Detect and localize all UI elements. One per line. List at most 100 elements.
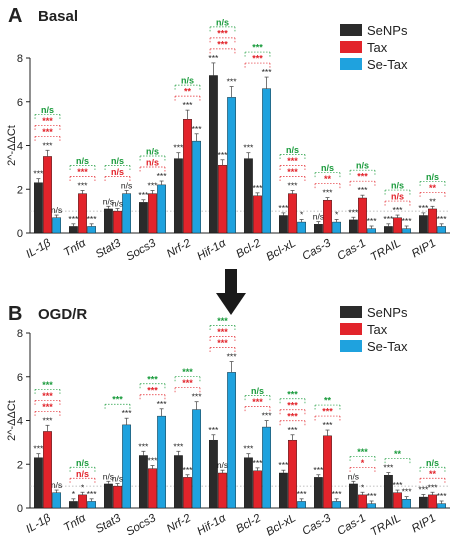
legend-swatch-2 [340,340,362,352]
bar [148,193,157,234]
y-tick-label: 4 [17,141,23,153]
comparison-significance: *** [112,395,123,405]
bar [78,193,87,234]
comparison-significance: *** [42,127,53,137]
bar [173,158,183,234]
comparison-significance: *** [252,54,263,64]
bar [428,208,437,234]
bar [227,372,236,509]
bar-significance: *** [437,214,448,224]
bar-significance: ** [429,196,436,206]
bar [138,455,148,509]
x-tick-label: Hif-1α [195,237,228,263]
bar-significance: *** [418,484,429,494]
comparison-significance: *** [287,389,298,399]
bar-significance: *** [313,465,324,475]
bar-significance: *** [332,489,343,499]
y-axis-label: 2^-ΔΔCt [6,400,18,441]
comparison-significance: ** [429,183,437,193]
bar [288,439,297,509]
bar-significance: *** [157,399,168,409]
bar [384,226,393,234]
bar-significance: *** [157,171,168,181]
bar [314,224,323,234]
bar-significance: *** [192,392,203,402]
comparison-significance: *** [42,116,53,126]
comparison-significance: *** [287,411,298,421]
bar-significance: *** [43,415,54,425]
bar [122,424,132,509]
bar-significance: *** [348,207,359,217]
bar [297,501,306,509]
bar [437,226,446,234]
bar-significance: n/s [217,460,228,470]
y-tick-label: 8 [17,53,23,65]
bar-significance: *** [243,143,254,153]
comparison-significance: n/s [76,156,89,166]
comparison-significance: *** [252,397,263,407]
x-tick-label: Cas-3 [300,512,333,538]
x-tick-label: Stat3 [94,512,124,536]
bar-significance: n/s [121,180,132,190]
comparison-significance: *** [217,327,228,337]
comparison-significance: *** [42,380,53,390]
bar-significance: *** [323,188,334,198]
comparison-significance: *** [217,28,228,38]
x-tick-label: IL-1β [24,237,53,261]
panel-b-chart: 024682^-ΔΔCtSeNPsTaxSe-Tax******n/s*****… [6,305,450,539]
bar-significance: n/s [103,471,114,481]
bar [358,197,367,234]
bar [192,140,201,234]
bar-significance: *** [43,140,54,150]
bar-significance: *** [253,183,264,193]
comparison-significance: n/s [181,76,194,86]
y-tick-label: 0 [17,228,23,240]
bar-significance: *** [183,100,194,110]
bar-significance: *** [383,214,394,224]
comparison-significance: ** [184,87,192,97]
bar [243,158,253,234]
bar [437,503,446,509]
panel-b-label: B [8,303,22,325]
comparison-significance: n/s [216,17,229,27]
bar [288,193,297,234]
bar [262,426,271,509]
x-tick-label: Bcl-2 [234,512,263,536]
y-tick-label: 4 [17,416,23,428]
x-tick-label: Bcl-2 [234,237,263,261]
bar-significance: n/s [348,471,359,481]
comparison-significance: n/s [391,181,404,191]
comparison-significance: n/s [251,386,264,396]
comparison-significance: *** [42,402,53,412]
bar [43,431,52,509]
bar-significance: *** [437,491,448,501]
legend-swatch-2 [340,58,362,70]
x-tick-label: Cas-1 [335,237,368,263]
x-tick-label: Bcl-xL [264,512,298,538]
x-tick-label: Socs3 [124,512,158,539]
bar [428,494,437,509]
legend-label-1: Tax [367,322,388,337]
comparison-significance: *** [182,378,193,388]
comparison-significance: *** [217,39,228,49]
bar-significance: n/s [51,480,62,490]
comparison-significance: ** [324,396,332,406]
comparison-significance: n/s [76,458,89,468]
x-tick-label: Tnfα [62,237,88,259]
bar [157,184,166,234]
bar-significance: *** [148,180,159,190]
comparison-significance: *** [147,374,158,384]
bar-significance: *** [278,460,289,470]
bar-significance: *** [323,420,334,430]
comparison-significance: ** [324,174,332,184]
bar-significance: *** [253,458,264,468]
y-tick-label: 6 [17,97,23,109]
bar [43,156,52,234]
legend-label-1: Tax [367,40,388,55]
bar-significance: *** [78,180,89,190]
comparison-significance: n/s [76,469,89,479]
bar [279,472,288,509]
comparison-significance: n/s [286,145,299,155]
bar [253,195,262,234]
